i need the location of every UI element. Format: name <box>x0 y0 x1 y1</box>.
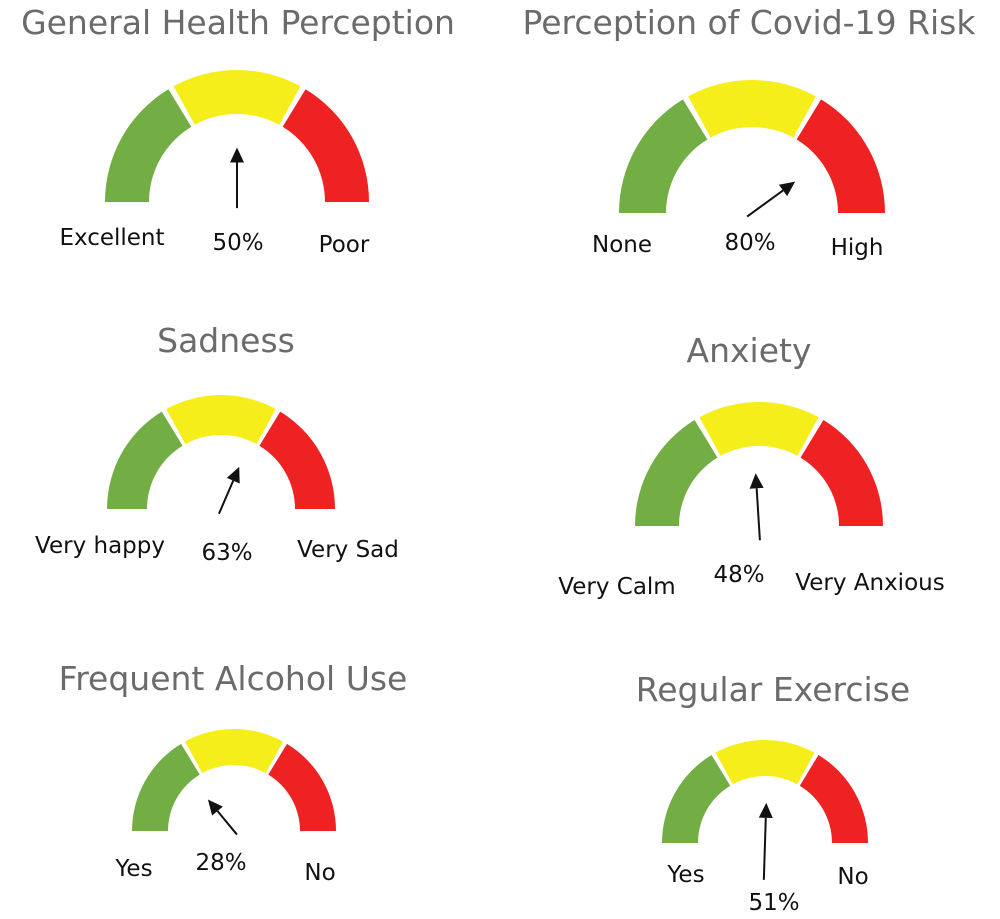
gauge-title: Regular Exercise <box>636 670 910 709</box>
gauge-max-label: No <box>304 860 335 886</box>
gauge-segment-high <box>268 743 336 831</box>
gauge-max-label: Poor <box>319 232 370 258</box>
gauge-segment-high <box>796 99 885 213</box>
needle-shaft <box>216 810 238 836</box>
needle-shaft <box>755 488 761 541</box>
arrow-icon <box>226 466 240 484</box>
gauge-segment-high <box>800 420 884 526</box>
gauge-max-label: Very Anxious <box>795 570 944 596</box>
gauge-5: Frequent Alcohol Use Yes 28% No <box>59 659 408 886</box>
gauge-value-label: 28% <box>195 850 246 876</box>
gauge-min-label: Very Calm <box>558 574 675 600</box>
gauge-segment-high <box>799 754 868 843</box>
gauge-title: Frequent Alcohol Use <box>59 659 408 698</box>
gauge-segment-low <box>619 99 708 213</box>
gauge-needle <box>230 147 244 209</box>
gauge-value-label: 48% <box>713 562 764 588</box>
gauge-min-label: Yes <box>666 862 704 888</box>
needle-shaft <box>746 189 784 218</box>
gauge-segment-mid <box>688 79 816 138</box>
gauge-segment-low <box>662 754 731 843</box>
gauge-3: Sadness Very happy 63% Very Sad <box>35 321 399 566</box>
arrow-icon <box>778 181 796 197</box>
gauge-title: Sadness <box>157 321 295 360</box>
gauge-segment-mid <box>173 70 301 125</box>
gauge-value-label: 51% <box>748 890 799 916</box>
gauge-segment-mid <box>185 728 283 774</box>
gauge-title: Perception of Covid-19 Risk <box>523 3 977 42</box>
arrow-icon <box>758 802 773 819</box>
gauge-min-label: Excellent <box>59 225 164 251</box>
gauge-needle <box>746 181 796 218</box>
gauge-needle <box>207 799 238 836</box>
gauge-max-label: Very Sad <box>297 537 399 563</box>
gauge-value-label: 63% <box>201 540 252 566</box>
gauge-needle <box>758 802 773 880</box>
needle-shaft <box>218 480 235 515</box>
gauge-min-label: None <box>592 232 652 258</box>
gauge-max-label: High <box>831 235 884 261</box>
gauge-segment-mid <box>699 402 819 456</box>
gauge-value-label: 80% <box>724 230 775 256</box>
arrow-icon <box>207 799 223 816</box>
gauge-needle <box>218 466 240 515</box>
gauge-segment-low <box>132 743 200 831</box>
gauge-2: Perception of Covid-19 Risk None 80% High <box>523 3 977 261</box>
gauge-needle <box>749 473 764 541</box>
gauge-title: General Health Perception <box>21 3 455 42</box>
arrow-icon <box>230 147 244 163</box>
gauge-segment-low <box>634 420 718 526</box>
arrow-icon <box>749 473 764 489</box>
gauge-value-label: 50% <box>212 230 263 256</box>
gauge-max-label: No <box>837 864 868 890</box>
gauge-1: General Health Perception Excellent 50% Poo… <box>21 3 455 258</box>
gauge-segment-low <box>105 89 192 202</box>
gauge-min-label: Yes <box>114 856 152 882</box>
gauge-segment-high <box>259 411 335 509</box>
gauge-6: Regular Exercise Yes 51% No <box>636 670 910 916</box>
gauge-segment-mid <box>166 395 276 445</box>
gauge-4: Anxiety Very Calm 48% Very Anxious <box>558 331 944 600</box>
gauge-segment-high <box>282 89 369 202</box>
gauge-min-label: Very happy <box>35 533 165 559</box>
needle-shaft <box>762 817 767 880</box>
gauge-segment-mid <box>715 739 815 785</box>
gauge-segment-low <box>107 411 183 509</box>
gauge-title: Anxiety <box>687 331 812 370</box>
